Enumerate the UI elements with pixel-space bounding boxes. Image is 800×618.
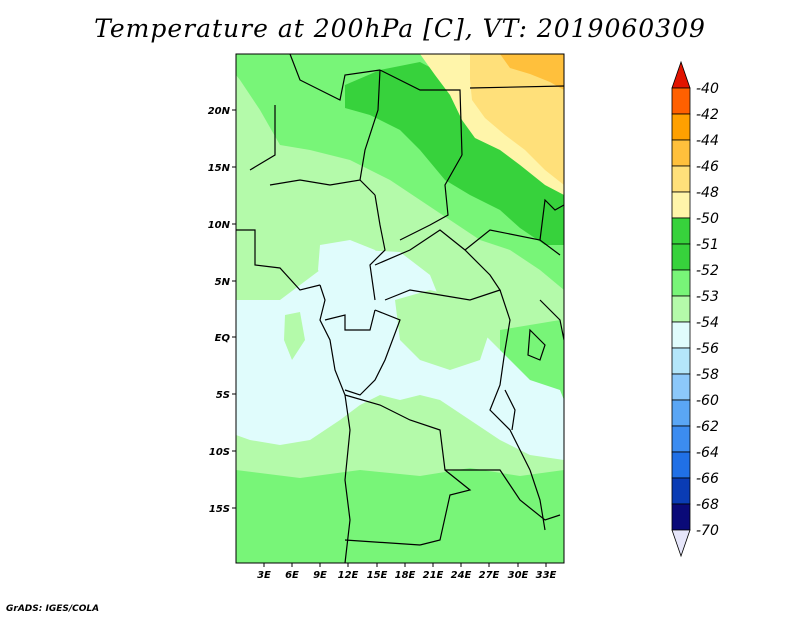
colorbar-label: -50	[696, 211, 719, 227]
lon-tick-label: 27E	[479, 570, 500, 581]
border-ethiopia	[539, 198, 564, 241]
lon-tick-label: 21E	[423, 570, 444, 581]
border-south-sudan	[464, 229, 561, 256]
colorbar-swatch	[671, 165, 691, 193]
colorbar-top-arrow	[671, 60, 691, 89]
border-lake-victoria	[527, 328, 546, 361]
colorbar-swatch	[671, 113, 691, 141]
credit-label: GrADS: IGES/COLA	[6, 604, 100, 614]
lon-tick-label: 30E	[508, 570, 529, 581]
map-frame	[235, 53, 565, 564]
colorbar-swatch	[671, 347, 691, 375]
border-niger-chad	[359, 69, 381, 181]
colorbar-label: -60	[696, 393, 719, 409]
colorbar-swatch	[671, 373, 691, 401]
colorbar-label: -52	[696, 263, 719, 279]
colorbar-bottom-arrow	[671, 529, 691, 558]
field-south-green	[236, 468, 564, 563]
page-title: Temperature at 200hPa [C], VT: 201906030…	[94, 14, 706, 43]
colorbar-label: -54	[696, 315, 719, 331]
colorbar-swatch	[671, 243, 691, 271]
colorbar-swatch	[671, 503, 691, 531]
field-cyan-west	[236, 250, 564, 460]
border-libya-north	[379, 69, 463, 156]
colorbar-swatch	[671, 217, 691, 245]
lon-tick-label: 9E	[313, 570, 327, 581]
colorbar-label: -62	[696, 419, 719, 435]
colorbar-swatch	[671, 477, 691, 505]
colorbar-label: -46	[696, 159, 719, 175]
border-nigeria-cameroon	[369, 194, 386, 301]
colorbar-label: -53	[696, 289, 719, 305]
lat-tick-label: 10N	[208, 220, 231, 231]
border-zambia	[445, 469, 561, 521]
lat-tick-label: 5N	[215, 277, 231, 288]
colorbar-label: -68	[696, 497, 719, 513]
colorbar-swatch	[671, 425, 691, 453]
colorbar-label: -70	[696, 523, 719, 539]
lon-tick-label: 33E	[536, 570, 557, 581]
field-dark-green	[345, 62, 564, 245]
border-coast-gulf	[319, 284, 351, 563]
colorbar-labels: -40 -42 -44 -46 -48 -50 -51 -52 -53 -54 …	[696, 81, 719, 539]
temperature-field	[236, 54, 564, 563]
colorbar-swatch	[671, 139, 691, 167]
lat-axis: 20N 15N 10N 5N EQ 5S 10S 15S	[208, 106, 236, 515]
lat-tick-label: 15S	[209, 504, 230, 515]
lon-tick-label: 15E	[367, 570, 388, 581]
colorbar-swatch	[671, 295, 691, 323]
colorbar-label: -58	[696, 367, 719, 383]
field-green-island	[395, 290, 490, 370]
border-kenya	[539, 299, 564, 341]
border-namibia	[344, 539, 421, 546]
colorbar-swatch	[671, 269, 691, 297]
border-car	[374, 229, 501, 301]
border-egypt-sudan	[469, 85, 564, 89]
field-cyan-center	[318, 240, 390, 300]
colorbar-label: -44	[696, 133, 719, 149]
border-gabon	[324, 309, 376, 331]
colorbar-label: -64	[696, 445, 719, 461]
field-orange	[500, 54, 564, 90]
lon-tick-label: 3E	[257, 570, 271, 581]
colorbar-label: -48	[696, 185, 719, 201]
border-chad-sudan	[399, 154, 463, 241]
colorbar-swatch	[671, 399, 691, 427]
colorbar-swatch	[671, 191, 691, 219]
lon-axis: 3E 6E 9E 12E 15E 18E 21E 24E 27E 30E 33E	[257, 563, 557, 581]
border-niger-nigeria	[269, 179, 376, 196]
lat-tick-label: 10S	[209, 447, 230, 458]
lat-tick-label: 5S	[216, 390, 230, 401]
lon-tick-label: 6E	[285, 570, 299, 581]
border-drc-east	[489, 289, 531, 471]
colorbar-label: -42	[696, 107, 719, 123]
colorbar-label: -51	[696, 237, 719, 253]
lat-tick-label: 20N	[208, 106, 231, 117]
lat-tick-label: EQ	[215, 333, 231, 344]
colorbar	[671, 60, 691, 558]
border-lake-tanganyika	[504, 389, 516, 431]
lon-tick-label: 12E	[338, 570, 359, 581]
border-lake-malawi	[529, 469, 546, 531]
colorbar-label: -66	[696, 471, 719, 487]
lat-tick-label: 15N	[208, 163, 231, 174]
border-congo-drc	[344, 309, 401, 396]
colorbar-swatch	[671, 321, 691, 349]
border-mali-niger	[249, 105, 276, 171]
colorbar-swatch	[671, 87, 691, 115]
lon-tick-label: 24E	[451, 570, 472, 581]
lon-tick-label: 18E	[395, 570, 416, 581]
colorbar-label: -56	[696, 341, 719, 357]
border-west-coast	[236, 229, 321, 291]
country-borders	[236, 54, 564, 563]
colorbar-label: -40	[696, 81, 719, 97]
colorbar-swatch	[671, 451, 691, 479]
border-algeria-niger	[289, 54, 381, 101]
field-green-island-2	[284, 312, 305, 360]
